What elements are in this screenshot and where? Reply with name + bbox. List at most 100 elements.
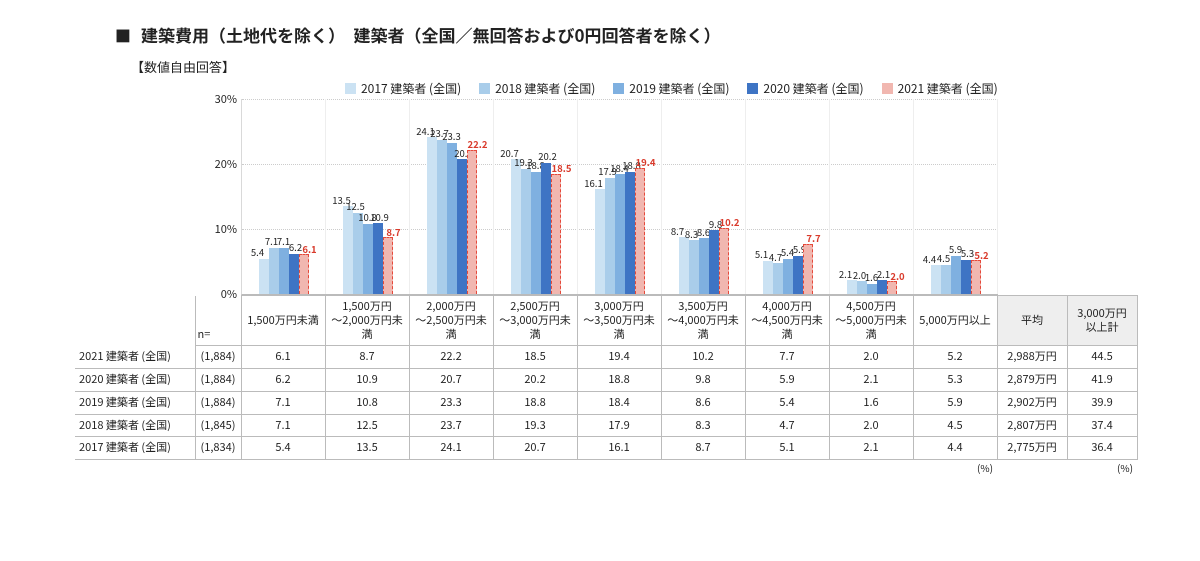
table-cell: 6.1 [241,346,325,369]
legend-item: 2018 建築者 (全国) [479,80,595,97]
table-cell: 5.9 [913,391,997,414]
table-unit-cell [75,460,195,477]
bar: 8.6 [699,238,709,294]
bar: 23.7 [437,140,447,294]
table-header: 平均 [997,296,1067,346]
legend-label: 2019 建築者 (全国) [629,80,729,97]
table-cell: 9.8 [661,369,745,392]
table-cell: 10.2 [661,346,745,369]
table-cell: 2.1 [829,369,913,392]
bar: 2.1 [847,280,857,294]
y-tick-label: 10% [201,221,241,237]
bullet-icon: ■ [115,23,131,47]
bar: 10.8 [363,224,373,294]
bar: 7.1 [279,248,289,294]
bar-value-label: 5.4 [251,248,264,258]
table-cell: 5.4 [745,391,829,414]
bar-value-label: 22.2 [468,140,488,150]
table-header: n= [195,296,241,346]
table-cell: 18.8 [577,369,661,392]
table-header: 2,500万円～3,000万円未満 [493,296,577,346]
bar-value-label: 6.2 [289,243,302,253]
table-cell: 2.0 [829,346,913,369]
table-header: 4,000万円～4,500万円未満 [745,296,829,346]
bar: 18.8 [625,172,635,294]
bar-group: 5.47.17.16.26.1 [242,99,326,294]
legend-swatch-icon [479,83,490,94]
bar: 16.1 [595,189,605,294]
bar-value-label: 23.3 [442,132,460,142]
bar-group: 13.512.510.810.98.7 [326,99,410,294]
bar: 5.2 [971,260,981,294]
bar-value-label: 19.4 [636,158,656,168]
bar-group: 24.123.723.320.722.2 [410,99,494,294]
table-cell: (1,834) [195,437,241,460]
bar-value-label: 16.1 [584,179,602,189]
bar-group: 2.12.01.62.12.0 [830,99,914,294]
table-cell: 24.1 [409,437,493,460]
bar-value-label: 8.7 [671,227,684,237]
bar-value-label: 5.1 [755,250,768,260]
data-table: n=1,500万円未満1,500万円～2,000万円未満2,000万円～2,50… [75,295,1138,477]
bar: 8.3 [689,240,699,294]
bar-value-label: 5.2 [974,251,988,261]
bar: 5.4 [783,259,793,294]
table-cell: 4.5 [913,414,997,437]
table-cell: 5.2 [913,346,997,369]
table-cell: 18.8 [493,391,577,414]
bar: 18.4 [615,174,625,294]
bar: 6.1 [299,254,309,294]
table-cell: 8.3 [661,414,745,437]
bar: 10.2 [719,228,729,294]
bar: 5.3 [961,260,971,294]
table-cell: 18.5 [493,346,577,369]
table-cell: 5.3 [913,369,997,392]
table-cell: 8.6 [661,391,745,414]
table-cell: 20.7 [409,369,493,392]
table-cell: 2,879万円 [997,369,1067,392]
table-unit-row: (%)(%) [75,460,1137,477]
table-cell: 19.4 [577,346,661,369]
bar: 24.1 [427,137,437,294]
bar: 4.5 [941,265,951,294]
legend-swatch-icon [613,83,624,94]
table-cell: 20.7 [493,437,577,460]
chart-title: 建築費用（土地代を除く） 建築者（全国／無回答および0円回答者を除く） [141,22,721,47]
table-row: 2020 建築者 (全国)(1,884)6.210.920.720.218.89… [75,369,1137,392]
legend-item: 2020 建築者 (全国) [747,80,863,97]
table-cell: 39.9 [1067,391,1137,414]
table-cell: 2,807万円 [997,414,1067,437]
bar-group: 5.14.75.45.97.7 [746,99,830,294]
table-cell: 2018 建築者 (全国) [75,414,195,437]
table-cell: 44.5 [1067,346,1137,369]
legend-swatch-icon [345,83,356,94]
table-header [75,296,195,346]
bar: 23.3 [447,143,457,294]
bar: 4.4 [931,265,941,294]
table-cell: 23.3 [409,391,493,414]
table-cell: 2017 建築者 (全国) [75,437,195,460]
legend-label: 2017 建築者 (全国) [361,80,461,97]
table-header: 3,000万円～3,500万円未満 [577,296,661,346]
bar: 18.8 [531,172,541,294]
bar-value-label: 10.2 [720,218,740,228]
bar: 6.2 [289,254,299,294]
table-row: 2019 建築者 (全国)(1,884)7.110.823.318.818.48… [75,391,1137,414]
table-cell: 1.6 [829,391,913,414]
data-table-area: n=1,500万円未満1,500万円～2,000万円未満2,000万円～2,50… [75,295,1152,477]
table-cell: 4.4 [913,437,997,460]
bar-value-label: 5.3 [961,249,974,259]
table-unit-cell: (%) [1067,460,1137,477]
table-cell: 2021 建築者 (全国) [75,346,195,369]
table-cell: 2.1 [829,437,913,460]
bar-group: 4.44.55.95.35.2 [914,99,998,294]
legend-item: 2017 建築者 (全国) [345,80,461,97]
legend-label: 2021 建築者 (全国) [898,80,998,97]
table-row: 2018 建築者 (全国)(1,845)7.112.523.719.317.98… [75,414,1137,437]
table-cell: 41.9 [1067,369,1137,392]
legend-item: 2019 建築者 (全国) [613,80,729,97]
bar-value-label: 18.5 [552,164,572,174]
legend-label: 2020 建築者 (全国) [763,80,863,97]
bar: 2.0 [887,281,897,294]
chart-header: ■ 建築費用（土地代を除く） 建築者（全国／無回答および0円回答者を除く） [115,22,1152,47]
